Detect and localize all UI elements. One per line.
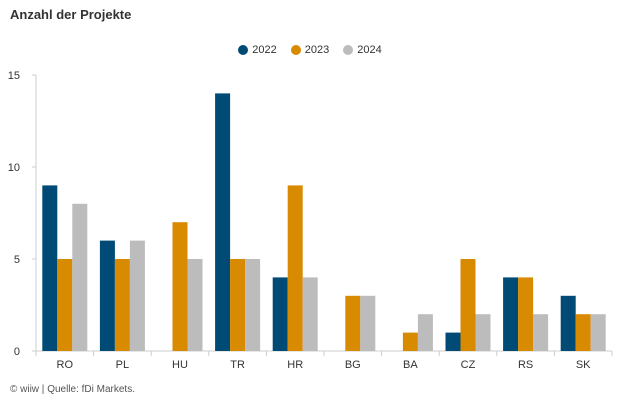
y-tick-label: 15 (8, 70, 20, 82)
legend-swatch-2022 (238, 45, 249, 55)
bar-2023-RO[interactable] (57, 259, 73, 351)
bar-2024-SK[interactable] (590, 314, 606, 351)
bar-2024-BG[interactable] (360, 295, 376, 351)
bar-2022-SK[interactable] (560, 295, 576, 351)
bar-2022-PL[interactable] (99, 240, 115, 351)
x-tick-label: BG (345, 359, 361, 371)
x-tick-labels: RO PL HU TR HR BG BA CZ RS SK (57, 359, 592, 371)
chart-title: Anzahl der Projekte (10, 7, 132, 22)
x-tick-label: HR (287, 359, 303, 371)
chart-bars (42, 93, 606, 352)
x-tick-label: TR (230, 359, 245, 371)
bar-2022-RS[interactable] (503, 277, 519, 351)
x-tick-label: HU (172, 359, 188, 371)
legend-swatch-2024 (343, 45, 354, 55)
bar-2024-BA[interactable] (417, 314, 433, 351)
bar-2022-CZ[interactable] (445, 332, 461, 351)
bar-2024-TR[interactable] (245, 259, 261, 351)
x-tick-label: BA (403, 359, 418, 371)
legend-label-2023: 2023 (304, 44, 330, 56)
bar-2023-RS[interactable] (518, 277, 534, 351)
x-tick-label: SK (576, 359, 591, 371)
y-tick-label: 0 (14, 346, 20, 358)
legend-swatch-2023 (290, 45, 301, 55)
bar-2022-RO[interactable] (42, 185, 58, 351)
x-tick-label: CZ (461, 359, 476, 371)
bar-2024-RO[interactable] (72, 203, 88, 351)
bar-2023-PL[interactable] (114, 259, 130, 351)
bar-2024-HR[interactable] (302, 277, 318, 351)
bar-2023-TR[interactable] (230, 259, 246, 351)
x-tick-label: RO (57, 359, 74, 371)
legend-item-2022[interactable]: 2022 (238, 44, 277, 56)
bar-2023-HU[interactable] (172, 222, 188, 351)
x-tick-label: RS (518, 359, 533, 371)
bar-2024-PL[interactable] (129, 240, 145, 351)
bar-2023-SK[interactable] (575, 314, 591, 351)
bar-2024-RS[interactable] (533, 314, 549, 351)
source-note: © wiiw | Quelle: fDi Markets. (10, 384, 135, 395)
bar-2022-TR[interactable] (215, 93, 231, 352)
legend-label-2022: 2022 (252, 44, 277, 56)
y-tick-label: 5 (14, 254, 20, 266)
bar-2022-HR[interactable] (272, 277, 288, 351)
bar-2023-HR[interactable] (287, 185, 303, 351)
x-tick-label: PL (116, 359, 129, 371)
y-tick-labels: 0 5 10 15 (8, 70, 20, 358)
bar-2023-CZ[interactable] (460, 259, 476, 351)
legend-label-2024: 2024 (357, 44, 382, 56)
bar-2024-HU[interactable] (187, 259, 203, 351)
bar-2023-BG[interactable] (345, 295, 361, 351)
legend-item-2024[interactable]: 2024 (343, 44, 382, 56)
y-tick-label: 10 (8, 162, 20, 174)
legend: 2022 2023 2024 (0, 44, 620, 56)
legend-item-2023[interactable]: 2023 (290, 44, 330, 56)
bar-2023-BA[interactable] (402, 332, 418, 351)
bar-2024-CZ[interactable] (475, 314, 491, 351)
